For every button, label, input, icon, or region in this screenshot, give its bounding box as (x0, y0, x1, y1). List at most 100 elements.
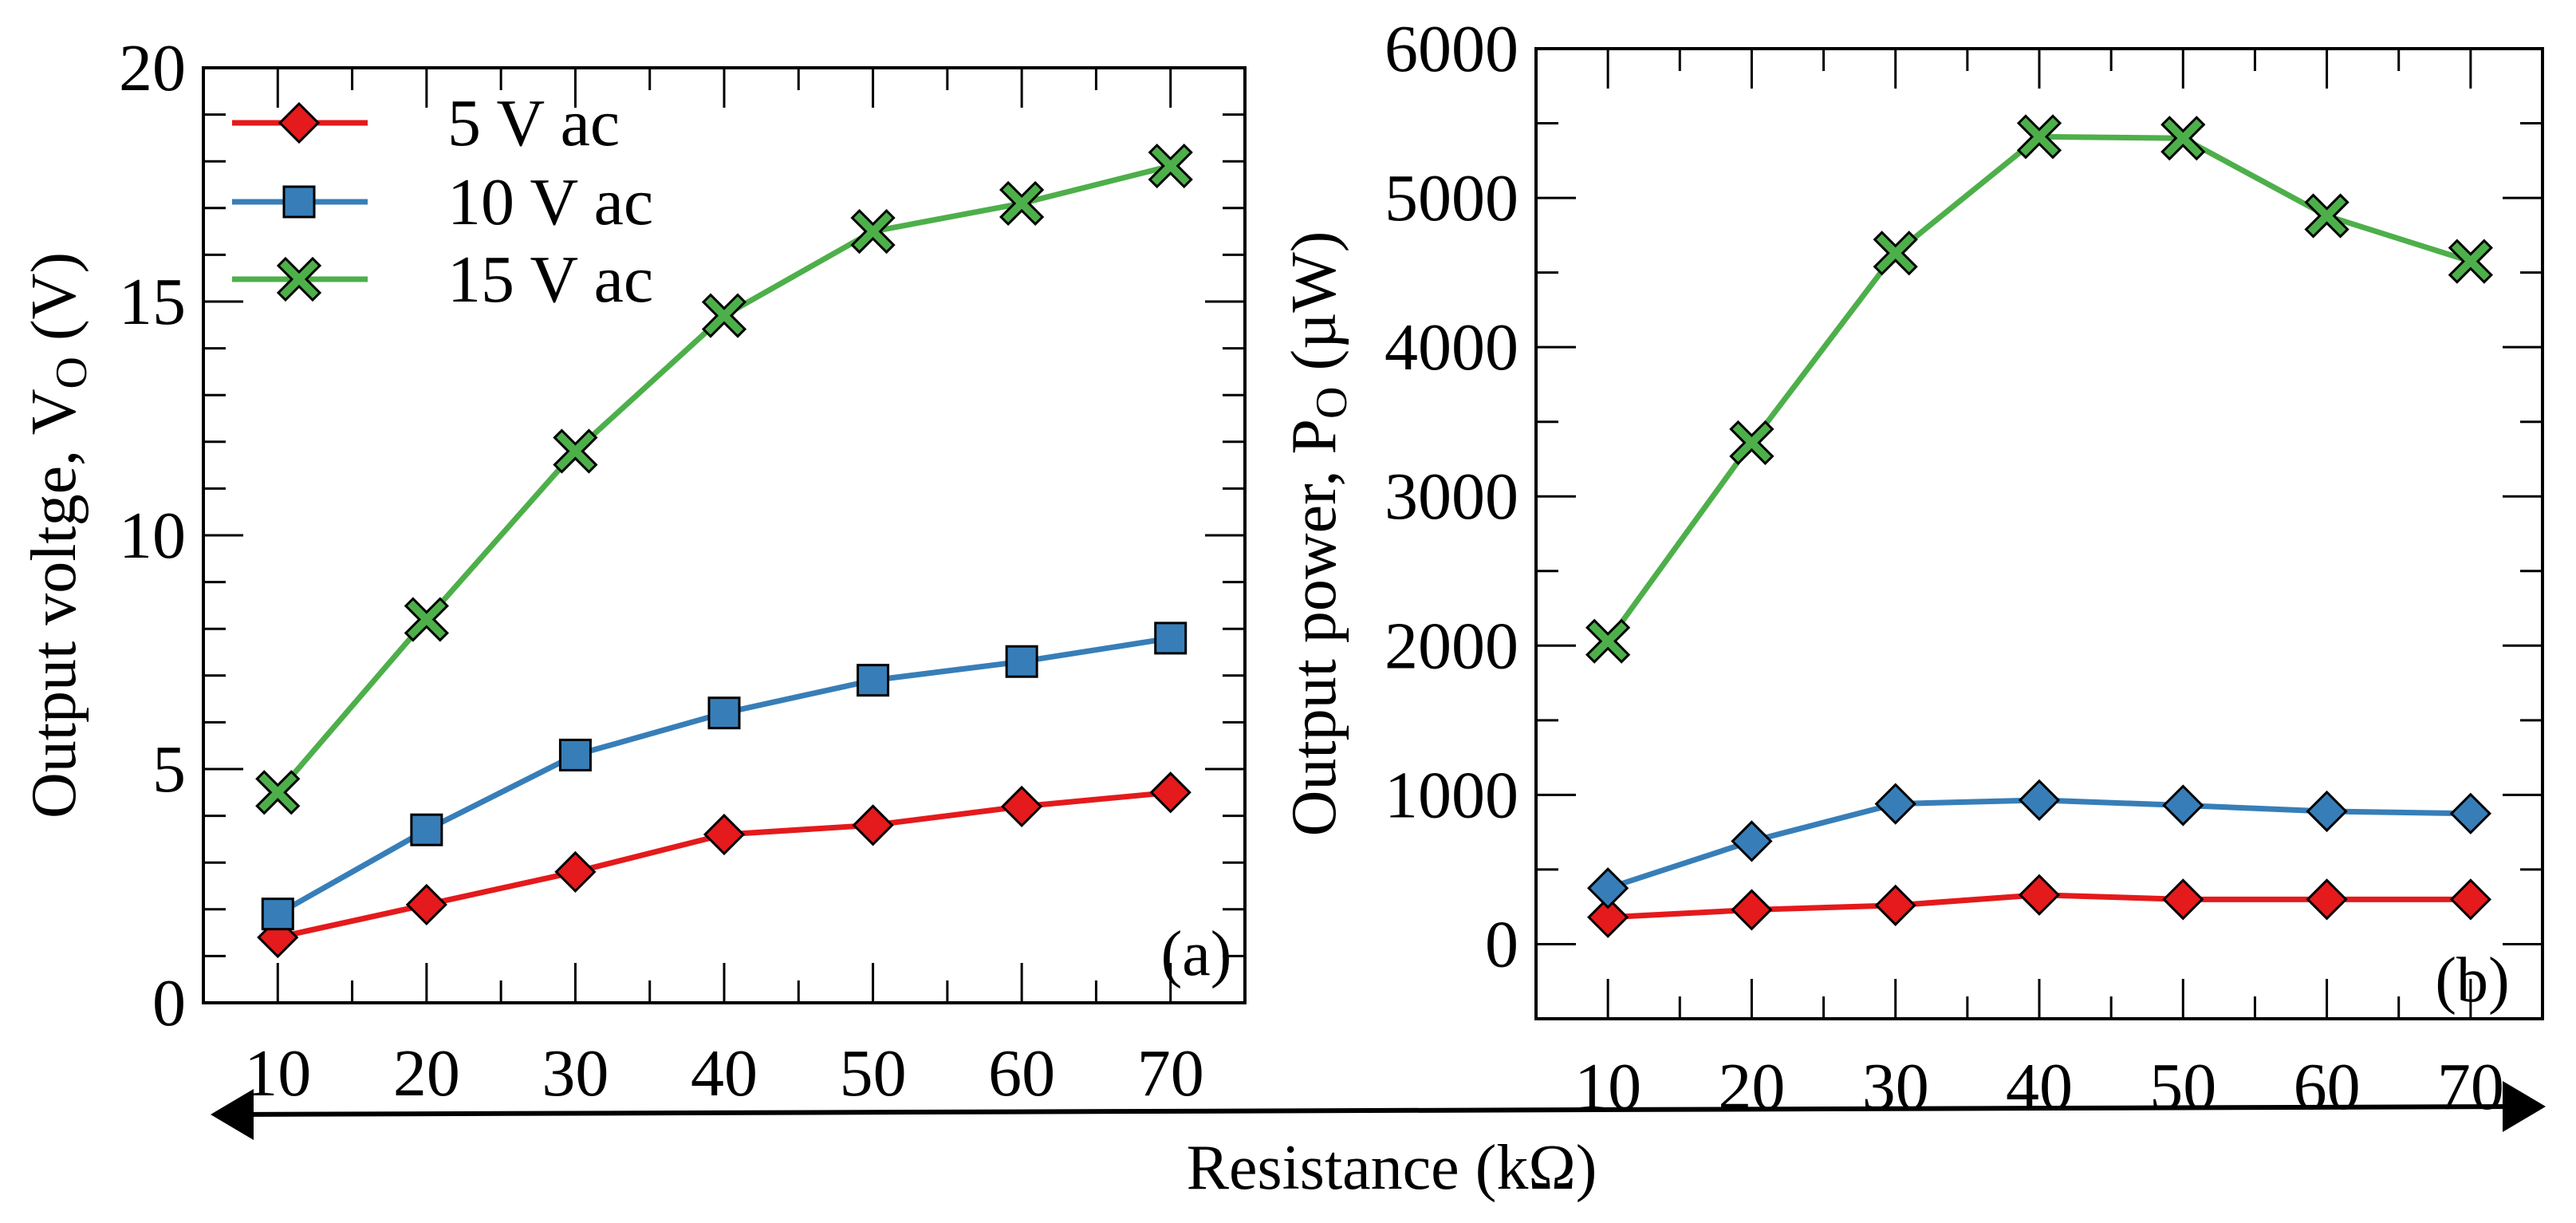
y-tick-label: 15 (119, 265, 186, 339)
data-point-x-marker (404, 597, 449, 642)
data-point-x-marker (2448, 239, 2493, 284)
x-tick-label: 30 (542, 1036, 609, 1111)
data-point-x-marker (553, 428, 598, 474)
y-tick-label: 5 (152, 732, 186, 807)
series-line (1605, 133, 2472, 643)
data-point-diamond-marker (1587, 896, 1629, 938)
x-tick-label: 60 (988, 1036, 1055, 1111)
data-point-square-marker (558, 738, 592, 771)
data-point-x-marker (1148, 143, 1193, 189)
data-point-diamond-marker (1874, 783, 1916, 825)
data-point-diamond-marker (1731, 820, 1773, 862)
series-5-v-ac (1587, 874, 2491, 938)
y-axis-title-unit: (V) (19, 252, 89, 357)
data-point-diamond-marker (2018, 874, 2061, 916)
y-axis-title-main: Output voltge, V (19, 389, 89, 819)
data-point-x-marker (255, 770, 301, 815)
y-axis-title-main: Output power, P (1279, 419, 1349, 836)
data-point-x-marker (2160, 116, 2206, 161)
data-point-diamond-marker (2306, 790, 2348, 833)
y-tick-label: 20 (119, 31, 186, 105)
data-point-diamond-marker (554, 850, 597, 894)
legend-label: 15 V ac (447, 243, 653, 317)
data-point-diamond-marker (1731, 889, 1773, 931)
x-tick-label: 40 (2006, 1050, 2073, 1124)
data-point-diamond-marker (1587, 867, 1629, 909)
data-point-square-marker (1154, 621, 1188, 655)
data-point-square-marker (707, 696, 741, 730)
series-line (276, 635, 1172, 917)
x-tick-label: 10 (1574, 1050, 1641, 1124)
data-point-diamond-marker (852, 804, 894, 846)
data-point-diamond-marker (2162, 784, 2204, 827)
x-tick-label: 20 (393, 1036, 460, 1111)
x-tick-label: 40 (691, 1036, 758, 1111)
data-point-diamond-marker (2449, 878, 2491, 921)
data-point-x-marker (999, 180, 1045, 227)
data-point-diamond-marker (703, 813, 746, 856)
data-point-diamond-marker (2162, 878, 2204, 921)
data-point-x-marker (2304, 193, 2350, 239)
panel-label: (b) (2435, 945, 2509, 1016)
legend-item: 5 V ac (232, 86, 620, 160)
y-axis-title-subscript: O (47, 357, 97, 389)
x-axis-title: Resistance (kΩ) (1187, 1133, 1597, 1203)
y-tick-label: 0 (1485, 907, 1518, 981)
x-tick-label: 50 (2149, 1050, 2216, 1124)
y-tick-label: 0 (152, 966, 186, 1040)
arrow-right-head-icon (2503, 1081, 2546, 1132)
data-point-diamond-marker (1874, 884, 1916, 926)
series-15-v-ac (1585, 114, 2493, 664)
y-tick-label: 3000 (1385, 460, 1518, 534)
data-point-x-marker (1873, 231, 1918, 276)
panel-label: (a) (1161, 919, 1232, 989)
axis-ticks (202, 66, 1247, 1004)
y-axis-title-subscript: O (1307, 387, 1357, 419)
y-tick-label: 1000 (1385, 758, 1518, 832)
data-point-x-marker (850, 208, 896, 254)
legend-x-marker (276, 256, 322, 302)
legend-diamond-marker (278, 101, 321, 144)
data-point-diamond-marker (2449, 792, 2491, 834)
y-axis-title: Output power, PO (µW) (1279, 231, 1357, 837)
x-tick-label: 70 (1137, 1036, 1204, 1111)
plot-frame (202, 66, 1247, 1004)
shared-x-axis-arrow (211, 1081, 2546, 1140)
data-point-diamond-marker (2018, 779, 2061, 822)
legend-item: 15 V ac (232, 243, 653, 317)
y-axis-title: Output voltge, VO (V) (19, 252, 97, 819)
data-point-square-marker (410, 813, 443, 846)
y-tick-label: 4000 (1385, 310, 1518, 385)
data-point-diamond-marker (1001, 785, 1043, 828)
data-point-square-marker (261, 898, 294, 931)
y-axis-title-unit: (µW) (1279, 231, 1349, 387)
data-point-square-marker (1005, 645, 1038, 678)
legend-label: 5 V ac (447, 86, 620, 160)
y-tick-label: 6000 (1385, 12, 1518, 86)
y-tick-label: 10 (119, 499, 186, 573)
panel-b-power-chart: 10 20 30 40 50 60 70 0 1000 2000 3000 4000 5000 6000 O… (1279, 12, 2544, 1124)
x-tick-label: 60 (2294, 1050, 2361, 1124)
y-tick-label: 5000 (1385, 161, 1518, 235)
data-point-x-marker (701, 293, 747, 338)
data-point-x-marker (2016, 114, 2062, 160)
data-point-square-marker (857, 664, 890, 697)
data-point-diamond-marker (1149, 771, 1191, 814)
data-point-x-marker (1729, 420, 1774, 466)
series-10-v-ac (1587, 779, 2491, 909)
x-tick-label: 10 (244, 1036, 311, 1111)
data-point-diamond-marker (2306, 878, 2348, 921)
x-tick-label: 30 (1862, 1050, 1929, 1124)
series-10-v-ac (261, 621, 1188, 931)
series-5-v-ac (257, 771, 1191, 959)
x-tick-label: 70 (2437, 1050, 2504, 1124)
x-tick-label: 20 (1718, 1050, 1785, 1124)
legend-square-marker (282, 185, 316, 219)
series-15-v-ac (255, 143, 1193, 815)
legend-label: 10 V ac (447, 165, 653, 239)
arrow-left-head-icon (211, 1089, 254, 1140)
x-tick-label: 50 (840, 1036, 907, 1111)
panel-a-voltage-chart: 10 20 30 40 50 60 70 0 5 10 15 20 Output voltge, VO … (19, 31, 1247, 1111)
